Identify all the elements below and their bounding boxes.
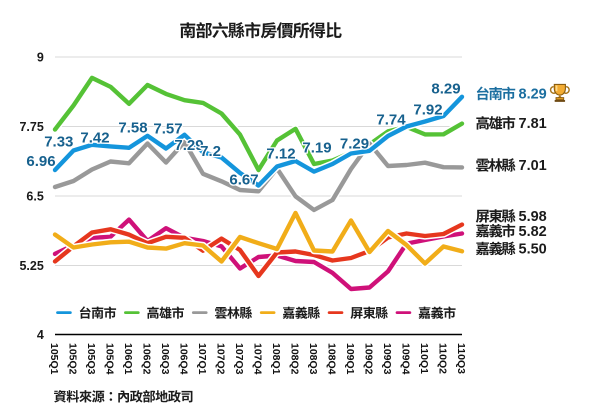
svg-text:5.25: 5.25 — [19, 259, 43, 273]
svg-text:7.01: 7.01 — [519, 158, 547, 174]
svg-text:7.92: 7.92 — [413, 101, 442, 118]
svg-text:107Q4: 107Q4 — [252, 343, 264, 375]
svg-text:109Q1: 109Q1 — [344, 343, 356, 375]
svg-text:7.42: 7.42 — [80, 129, 109, 146]
svg-text:7.75: 7.75 — [19, 120, 43, 134]
svg-text:109Q4: 109Q4 — [400, 343, 412, 375]
svg-text:110Q1: 110Q1 — [418, 343, 430, 374]
svg-text:105Q1: 105Q1 — [48, 343, 60, 375]
svg-text:110Q2: 110Q2 — [437, 343, 449, 374]
svg-text:7.29: 7.29 — [174, 137, 203, 154]
svg-text:7.29: 7.29 — [340, 135, 369, 152]
svg-text:8.29: 8.29 — [519, 87, 547, 103]
svg-text:6.5: 6.5 — [26, 190, 43, 204]
svg-text:7.33: 7.33 — [44, 133, 73, 150]
svg-text:106Q3: 106Q3 — [159, 343, 171, 375]
svg-text:108Q2: 108Q2 — [289, 343, 301, 375]
svg-text:108Q3: 108Q3 — [307, 343, 319, 375]
svg-text:106Q4: 106Q4 — [178, 343, 190, 375]
svg-text:7.81: 7.81 — [519, 116, 547, 132]
svg-text:5.98: 5.98 — [519, 209, 547, 225]
svg-text:7.2: 7.2 — [200, 143, 221, 160]
svg-text:7.19: 7.19 — [302, 139, 331, 156]
svg-text:105Q4: 105Q4 — [104, 343, 116, 375]
svg-text:7.12: 7.12 — [266, 145, 295, 162]
svg-text:7.58: 7.58 — [118, 119, 147, 136]
svg-text:107Q2: 107Q2 — [215, 343, 227, 375]
svg-text:109Q3: 109Q3 — [381, 343, 393, 375]
svg-text:7.57: 7.57 — [153, 120, 182, 137]
svg-text:106Q2: 106Q2 — [141, 343, 153, 375]
svg-text:9: 9 — [37, 51, 44, 65]
svg-text:4: 4 — [37, 328, 44, 342]
svg-text:108Q4: 108Q4 — [326, 343, 338, 375]
svg-text:6.67: 6.67 — [229, 171, 258, 188]
svg-text:5.50: 5.50 — [519, 242, 547, 258]
svg-text:5.82: 5.82 — [519, 224, 547, 240]
svg-text:105Q2: 105Q2 — [67, 343, 79, 375]
svg-text:107Q1: 107Q1 — [196, 343, 208, 375]
svg-text:105Q3: 105Q3 — [85, 343, 97, 375]
svg-text:8.29: 8.29 — [431, 80, 460, 97]
svg-text:7.74: 7.74 — [376, 111, 406, 128]
svg-text:110Q3: 110Q3 — [455, 343, 467, 374]
svg-text:107Q3: 107Q3 — [233, 343, 245, 375]
svg-text:6.96: 6.96 — [26, 153, 55, 170]
svg-text:106Q1: 106Q1 — [122, 343, 134, 375]
svg-text:108Q1: 108Q1 — [270, 343, 282, 375]
svg-text:109Q2: 109Q2 — [363, 343, 375, 375]
